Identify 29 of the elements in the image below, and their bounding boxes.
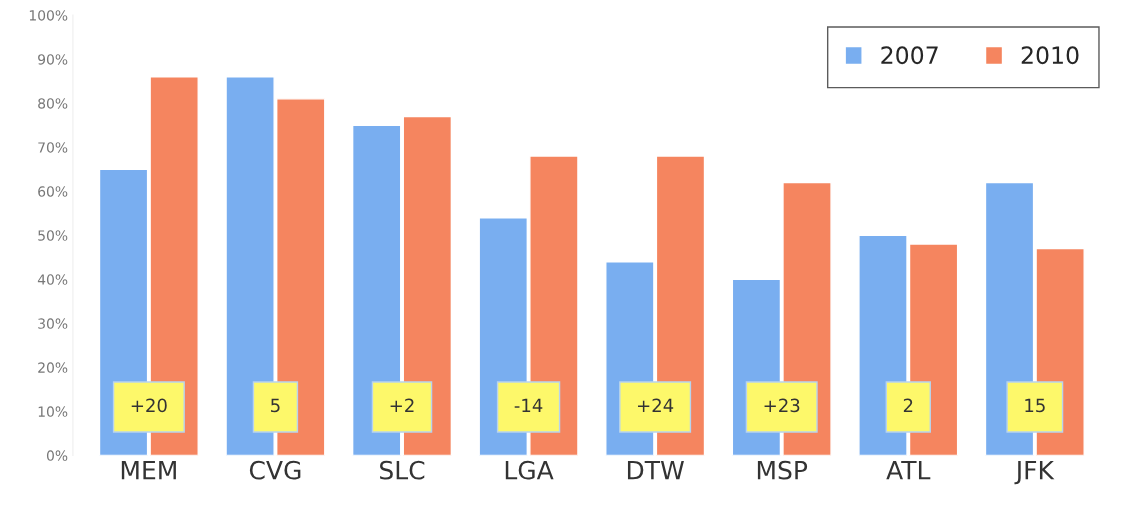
legend-label: 2007 (881, 46, 938, 65)
x-tick-label: ATL (886, 461, 931, 480)
y-tick-label: 70% (38, 142, 68, 153)
annotation: 15 (1025, 398, 1045, 413)
y-tick-label: 0% (46, 450, 68, 461)
x-tick-label: SLC (380, 460, 425, 480)
annotation: +23 (764, 398, 800, 413)
annotation: 2 (903, 398, 913, 412)
y-tick-label: 10% (38, 406, 68, 417)
x-tick-label: DTW (627, 461, 684, 480)
y-tick-label: 20% (38, 362, 68, 373)
x-tick-label: LGA (505, 460, 554, 480)
annotation: +20 (131, 398, 167, 413)
y-tick-label: 40% (37, 274, 68, 285)
y-tick-label: 90% (38, 54, 68, 65)
x-tick-label: MEM (121, 461, 176, 480)
x-tick-label: MSP (757, 460, 808, 480)
y-tick-label: 30% (38, 318, 68, 329)
annotation: 5 (271, 398, 280, 413)
annotation: +2 (390, 398, 414, 412)
legend-label: 2010 (1021, 46, 1079, 65)
y-tick-label: 50% (38, 230, 68, 241)
y-tick-label: 100% (29, 10, 68, 21)
x-tick-label: CVG (249, 460, 301, 480)
annotation: +24 (638, 398, 674, 412)
annotation: -14 (514, 398, 543, 412)
x-tick-label: JFK (1014, 461, 1055, 485)
y-tick-label: 60% (38, 186, 68, 197)
y-tick-label: 80% (38, 98, 68, 109)
